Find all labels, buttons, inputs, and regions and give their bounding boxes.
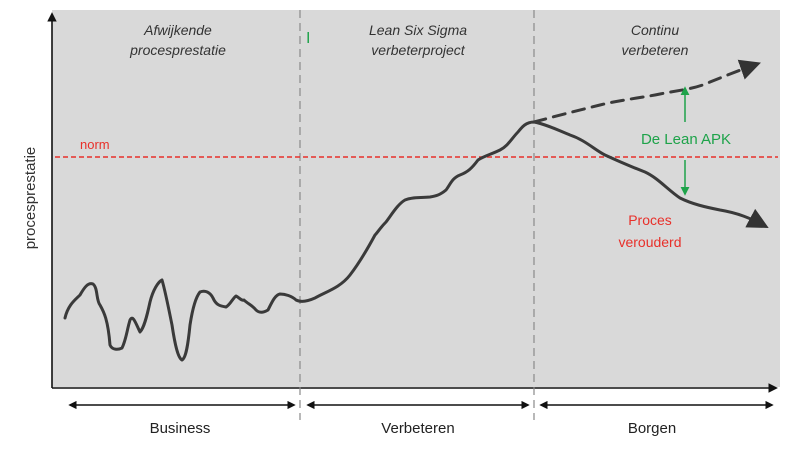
phase-title-left: Afwijkende bbox=[143, 22, 212, 38]
process-aged-label: Proces bbox=[628, 212, 672, 228]
phase-title-middle-line2: verbeterproject bbox=[371, 42, 465, 58]
phase-title-right: Continu bbox=[631, 22, 679, 38]
phase-title-middle: Lean Six Sigma bbox=[369, 22, 467, 38]
y-axis-label: procesprestatie bbox=[22, 147, 39, 250]
process-aged-label-line2: verouderd bbox=[618, 234, 681, 250]
phase-title-right-line2: verbeteren bbox=[622, 42, 689, 58]
lean-apk-label: De Lean APK bbox=[641, 131, 731, 148]
continuous-improvement-curve bbox=[532, 59, 761, 124]
borgen-label: Borgen bbox=[628, 420, 676, 437]
stray-mark: I bbox=[306, 30, 310, 47]
phase-title-left-line2: procesprestatie bbox=[129, 42, 226, 58]
verbeteren-label: Verbeteren bbox=[381, 420, 454, 437]
performance-curve bbox=[63, 120, 769, 362]
business-label: Business bbox=[150, 420, 211, 437]
norm-label: norm bbox=[80, 137, 110, 152]
